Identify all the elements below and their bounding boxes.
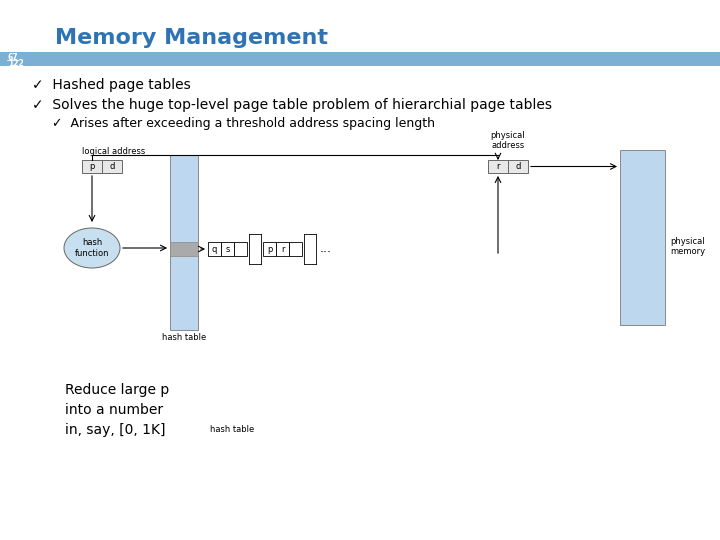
- Text: physical
memory: physical memory: [670, 237, 705, 256]
- Bar: [276, 242, 289, 256]
- Bar: [170, 242, 198, 256]
- Text: ...: ...: [320, 242, 332, 255]
- Bar: [170, 155, 198, 330]
- Text: into a number: into a number: [65, 403, 163, 417]
- Text: 122: 122: [8, 58, 24, 68]
- Text: p: p: [267, 245, 272, 253]
- Text: 67: 67: [8, 52, 19, 62]
- Bar: [234, 242, 247, 256]
- Bar: [102, 160, 122, 173]
- Text: ✓  Solves the huge top-level page table problem of hierarchial page tables: ✓ Solves the huge top-level page table p…: [32, 98, 552, 112]
- Text: q: q: [212, 245, 217, 253]
- Bar: [0, 52, 720, 66]
- Text: d: d: [109, 162, 114, 171]
- Text: hash table: hash table: [162, 334, 206, 342]
- Text: ✓  Hashed page tables: ✓ Hashed page tables: [32, 78, 191, 92]
- Bar: [221, 242, 234, 256]
- Text: s: s: [225, 245, 230, 253]
- Text: p: p: [89, 162, 95, 171]
- Text: ✓  Arises after exceeding a threshold address spacing length: ✓ Arises after exceeding a threshold add…: [52, 117, 435, 130]
- Text: r: r: [281, 245, 284, 253]
- Text: physical
address: physical address: [491, 131, 526, 150]
- Text: hash table: hash table: [210, 426, 254, 435]
- Text: Reduce large p: Reduce large p: [65, 383, 169, 397]
- Bar: [508, 160, 528, 173]
- Text: hash
function: hash function: [75, 238, 109, 258]
- Text: r: r: [496, 162, 500, 171]
- Text: Memory Management: Memory Management: [55, 28, 328, 48]
- Text: d: d: [516, 162, 521, 171]
- Bar: [82, 160, 102, 173]
- Ellipse shape: [64, 228, 120, 268]
- Bar: [289, 242, 302, 256]
- Bar: [488, 160, 508, 173]
- Bar: [208, 242, 221, 256]
- Text: logical address: logical address: [82, 147, 145, 157]
- Bar: [263, 242, 276, 256]
- Text: in, say, [0, 1K]: in, say, [0, 1K]: [65, 423, 166, 437]
- Bar: [620, 150, 665, 325]
